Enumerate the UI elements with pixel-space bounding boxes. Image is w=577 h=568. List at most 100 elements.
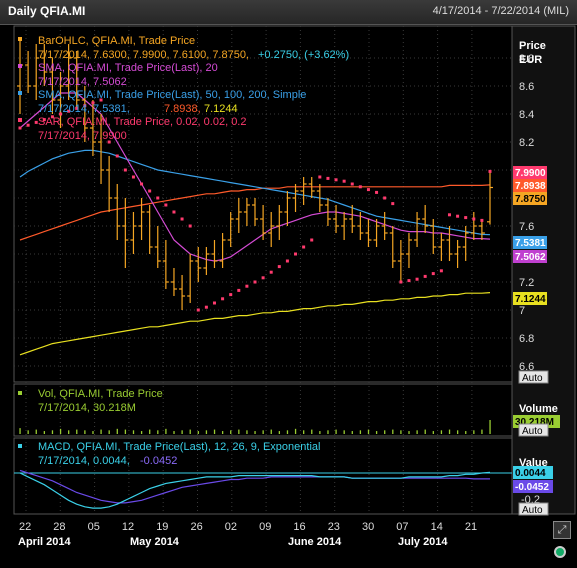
- month-label: June 2014: [288, 536, 342, 548]
- macd-value-tag-label: -0.0452: [515, 482, 549, 493]
- volume-axis-title: Volume: [519, 403, 558, 415]
- legend-marker: [18, 37, 22, 41]
- volume-bar: [319, 431, 321, 434]
- price-tick-label: 7.2: [519, 277, 534, 289]
- volume-legend-values: 7/17/2014, 30.218M: [38, 402, 136, 414]
- price-tick-label: 7: [519, 305, 525, 317]
- legend-values: 7/17/2014, 7.9900: [38, 130, 127, 142]
- volume-bar: [432, 431, 434, 434]
- price-panel: [13, 25, 513, 383]
- sar-dot: [488, 169, 492, 173]
- volume-legend-marker: [18, 391, 22, 395]
- sar-dot: [253, 280, 257, 284]
- date-range: 4/17/2014 - 7/22/2014 (MIL): [432, 5, 569, 17]
- volume-bar: [286, 430, 289, 434]
- volume-bar: [213, 429, 216, 434]
- volume-bar: [400, 430, 402, 434]
- volume-bar: [173, 431, 175, 434]
- month-label: May 2014: [130, 536, 180, 548]
- sar-dot: [366, 188, 370, 192]
- price-value-tag: [513, 179, 547, 192]
- volume-bar: [270, 429, 272, 434]
- sar-dot: [99, 98, 103, 102]
- price-value-tag-label: 7.8938: [515, 181, 546, 192]
- legend-change: +0.2750, (+3.62%): [258, 49, 349, 61]
- title-bar: Daily QFIA.MI 4/17/2014 - 7/22/2014 (MIL…: [0, 0, 577, 25]
- day-tick-label: 12: [122, 521, 134, 533]
- sar-dot: [245, 284, 249, 288]
- chart-title: Daily QFIA.MI: [8, 4, 86, 18]
- sar-dot: [212, 301, 216, 305]
- volume-bar: [43, 431, 46, 434]
- day-tick-label: 21: [465, 521, 477, 533]
- volume-bar: [359, 430, 362, 434]
- legend-value-sma200: 7.1244: [204, 103, 238, 115]
- volume-bar: [489, 420, 491, 434]
- sar-dot: [439, 269, 443, 273]
- sar-dot: [188, 224, 192, 228]
- macd-line: [19, 471, 491, 509]
- day-tick-label: 30: [362, 521, 374, 533]
- volume-bar: [181, 430, 183, 434]
- price-value-tag: [513, 192, 547, 205]
- price-value-tag-label: 7.1244: [515, 294, 546, 305]
- volume-bar: [197, 431, 199, 434]
- volume-value-tag-label: 30.218M: [515, 417, 554, 428]
- sar-dot: [447, 213, 451, 217]
- day-tick-label: 09: [259, 521, 271, 533]
- macd-value-tag-label: 0.0044: [515, 468, 546, 479]
- sar-dot: [75, 106, 79, 110]
- price-auto-button: [518, 370, 549, 384]
- volume-panel: [13, 383, 513, 437]
- volume-bar: [335, 429, 337, 434]
- volume-bar: [262, 430, 264, 434]
- sar-dot: [480, 218, 484, 222]
- macd-auto-label: Auto: [522, 505, 543, 516]
- sar-dot: [107, 140, 111, 144]
- volume-bar: [84, 430, 86, 434]
- legend-name: SAR, QFIA.MI, Trade Price, 0.02, 0.02, 0…: [38, 116, 246, 128]
- sar-dot: [204, 305, 208, 309]
- macd-legend-value1: 7/17/2014, 0.0044,: [38, 455, 130, 467]
- sar-dot: [334, 178, 338, 182]
- volume-bar: [189, 429, 191, 434]
- sar-dot: [375, 190, 379, 194]
- sar-dot: [342, 179, 346, 183]
- price-axis-title: Price: [519, 40, 546, 52]
- volume-bar: [473, 430, 475, 434]
- zoom-icon[interactable]: ⤢: [553, 521, 571, 539]
- volume-bar: [76, 429, 78, 434]
- volume-bar: [448, 429, 451, 434]
- sar-dot: [399, 280, 403, 284]
- day-tick-label: 16: [293, 521, 305, 533]
- price-value-tag-label: 7.9900: [515, 168, 546, 179]
- volume-bar: [367, 429, 370, 434]
- sar-dot: [123, 168, 127, 172]
- right-axis-panel: [511, 25, 576, 515]
- sar-dot: [472, 217, 476, 221]
- sar-dot: [18, 126, 22, 130]
- volume-bar: [116, 428, 118, 434]
- sar-dot: [34, 120, 38, 124]
- sar-dot: [391, 202, 395, 206]
- volume-auto-button: [518, 423, 549, 437]
- price-tick-label: 6.6: [519, 361, 534, 373]
- price-auto-label: Auto: [522, 373, 543, 384]
- sar-dot: [294, 252, 298, 256]
- legend-value-sma100: 7.8938,: [164, 103, 201, 115]
- volume-bar: [35, 429, 37, 434]
- volume-bar: [465, 431, 467, 434]
- volume-bar: [416, 430, 418, 434]
- sar-dot: [318, 175, 322, 179]
- volume-bar: [481, 429, 483, 434]
- volume-bar: [100, 429, 102, 434]
- sar-dot: [350, 182, 354, 186]
- sar-dot: [164, 203, 168, 207]
- volume-bar: [440, 430, 443, 434]
- signal-line: [19, 469, 490, 504]
- volume-bar: [384, 430, 386, 434]
- day-tick-label: 05: [88, 521, 100, 533]
- price-value-tag-label: 7.5062: [515, 252, 546, 263]
- macd-legend-name: MACD, QFIA.MI, Trade Price(Last), 12, 26…: [38, 441, 320, 453]
